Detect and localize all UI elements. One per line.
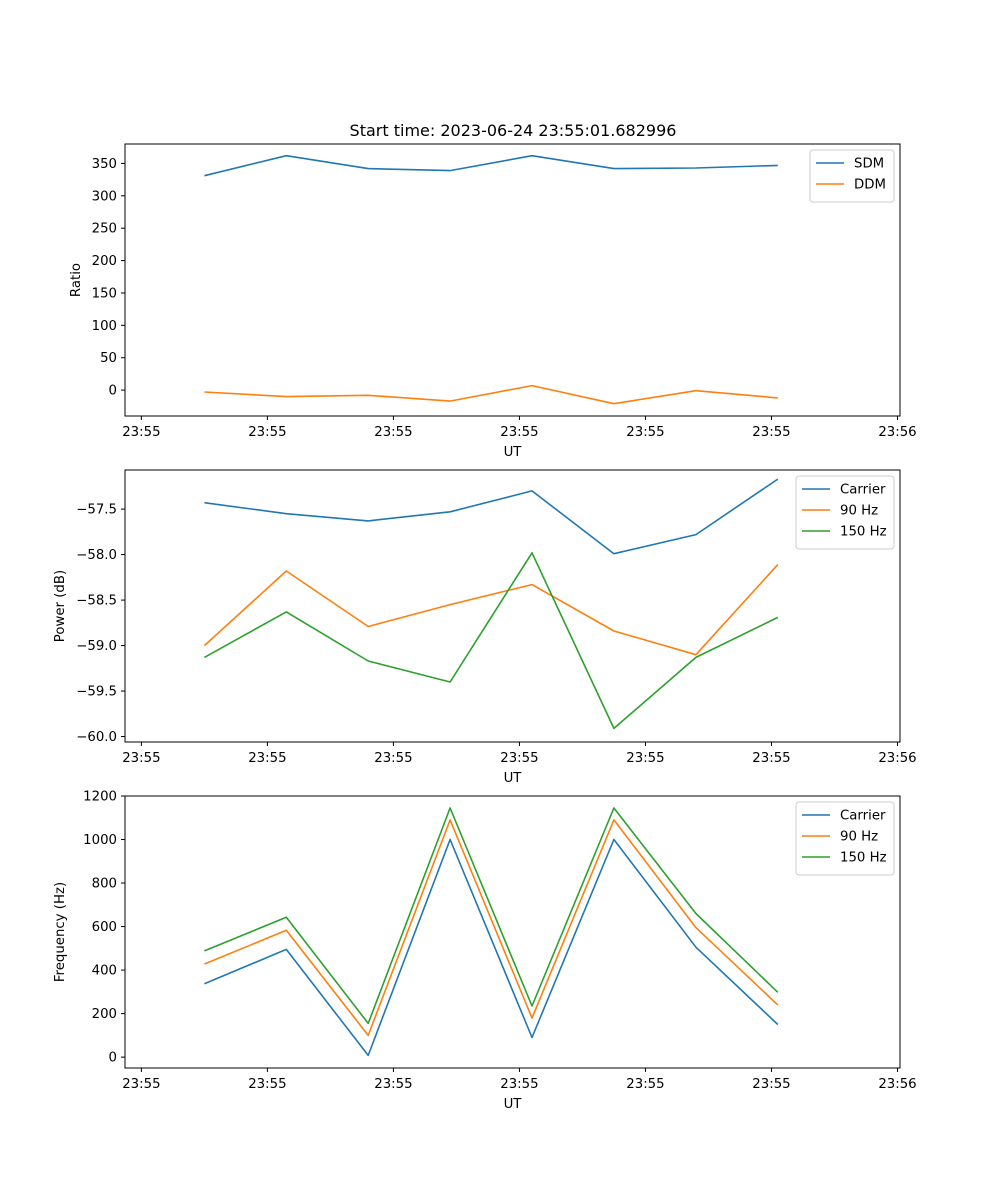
x-tick-label: 23:55 bbox=[626, 1077, 664, 1092]
y-tick-label: −57.5 bbox=[76, 503, 117, 518]
x-tick-label: 23:55 bbox=[122, 1077, 160, 1092]
y-tick-label: 50 bbox=[100, 351, 117, 366]
legend: SDM DDM bbox=[809, 149, 895, 203]
subplot-3: 23:55 23:55 23:55 23:55 23:55 23:55 23:56 0 200 4… bbox=[53, 790, 917, 1113]
x-axis-label: UT bbox=[504, 1097, 523, 1112]
x-tick-label: 23:55 bbox=[500, 751, 538, 766]
x-tick-label: 23:55 bbox=[374, 425, 412, 440]
y-tick-label: 100 bbox=[92, 319, 117, 334]
figure-title: Start time: 2023-06-24 23:55:01.682996 bbox=[350, 121, 677, 140]
x-tick-label: 23:56 bbox=[878, 751, 916, 766]
y-tick-label: 250 bbox=[92, 222, 117, 237]
x-axis-label: UT bbox=[504, 445, 523, 460]
x-tick-label: 23:55 bbox=[248, 1077, 286, 1092]
y-tick-label: 200 bbox=[92, 254, 117, 269]
series-line-carrier bbox=[204, 478, 779, 555]
subplot-1: 23:55 23:55 23:55 23:55 23:55 23:55 23:56 0 50 10… bbox=[69, 143, 917, 460]
x-tick-label: 23:55 bbox=[752, 1077, 790, 1092]
y-tick-label: 0 bbox=[109, 1051, 117, 1066]
y-tick-label: 1200 bbox=[83, 790, 117, 805]
y-tick-label: 150 bbox=[92, 286, 117, 301]
series-line-90-hz bbox=[203, 564, 779, 656]
x-tick-label: 23:55 bbox=[626, 751, 664, 766]
y-tick-label: 0 bbox=[109, 384, 117, 399]
legend-entry: 90 Hz bbox=[840, 830, 878, 845]
y-axis-label: Power (dB) bbox=[53, 570, 68, 642]
x-tick-label: 23:55 bbox=[374, 751, 412, 766]
y-tick-label: −60.0 bbox=[76, 730, 117, 745]
y-tick-label: 600 bbox=[92, 920, 117, 935]
x-tick-label: 23:55 bbox=[122, 751, 160, 766]
series-line-150-hz bbox=[204, 551, 779, 730]
series-line-150-hz bbox=[204, 807, 779, 1025]
y-tick-label: 800 bbox=[92, 877, 117, 892]
legend: Carrier 90 Hz 150 Hz bbox=[795, 801, 895, 876]
y-tick-label: −58.5 bbox=[76, 594, 117, 609]
y-tick-label: 300 bbox=[92, 189, 117, 204]
series-line-sdm bbox=[204, 154, 778, 177]
y-tick-label: −59.0 bbox=[76, 639, 117, 654]
x-tick-label: 23:55 bbox=[374, 1077, 412, 1092]
x-tick-label: 23:55 bbox=[500, 425, 538, 440]
y-axis-label: Frequency (Hz) bbox=[53, 882, 68, 982]
y-axis-label: Ratio bbox=[69, 263, 84, 297]
y-tick-label: −58.0 bbox=[76, 548, 117, 563]
series-line-carrier bbox=[204, 838, 779, 1057]
legend-entry: 150 Hz bbox=[840, 525, 887, 540]
y-tick-label: 200 bbox=[92, 1007, 117, 1022]
axes-frame bbox=[124, 795, 901, 1069]
legend-entry: DDM bbox=[854, 178, 886, 193]
legend-entry: SDM bbox=[854, 157, 884, 172]
y-tick-label: −59.5 bbox=[76, 685, 117, 700]
series-line-90-hz bbox=[204, 819, 779, 1037]
legend-entry: Carrier bbox=[840, 809, 886, 824]
legend: Carrier 90 Hz 150 Hz bbox=[795, 475, 895, 550]
y-tick-label: 400 bbox=[92, 964, 117, 979]
x-tick-label: 23:55 bbox=[626, 425, 664, 440]
axes-frame bbox=[124, 143, 901, 417]
x-tick-label: 23:55 bbox=[500, 1077, 538, 1092]
x-tick-label: 23:55 bbox=[122, 425, 160, 440]
legend-entry: Carrier bbox=[840, 483, 886, 498]
x-axis-label: UT bbox=[504, 771, 523, 786]
x-tick-label: 23:56 bbox=[878, 1077, 916, 1092]
x-tick-label: 23:56 bbox=[878, 425, 916, 440]
x-tick-label: 23:55 bbox=[752, 751, 790, 766]
axes-frame bbox=[124, 469, 901, 743]
series-line-ddm bbox=[204, 384, 778, 405]
x-tick-label: 23:55 bbox=[752, 425, 790, 440]
y-tick-label: 350 bbox=[92, 157, 117, 172]
x-tick-label: 23:55 bbox=[248, 425, 286, 440]
subplot-panels: 23:55 23:55 23:55 23:55 23:55 23:55 23:56 0 50 10… bbox=[53, 143, 917, 1113]
legend-entry: 150 Hz bbox=[840, 851, 887, 866]
legend-entry: 90 Hz bbox=[840, 504, 878, 519]
y-tick-label: 1000 bbox=[83, 833, 117, 848]
subplot-2: 23:55 23:55 23:55 23:55 23:55 23:55 23:56 −57.5… bbox=[53, 469, 917, 786]
x-tick-label: 23:55 bbox=[248, 751, 286, 766]
